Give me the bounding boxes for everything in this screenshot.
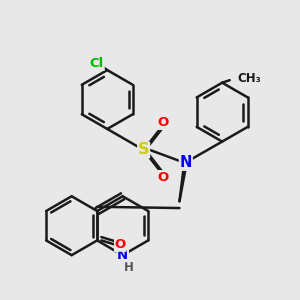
Text: H: H xyxy=(124,261,134,274)
Text: CH₃: CH₃ xyxy=(237,72,261,85)
Text: O: O xyxy=(157,116,168,129)
Text: O: O xyxy=(115,238,126,251)
Text: O: O xyxy=(157,171,168,184)
Text: N: N xyxy=(117,249,128,262)
Text: Cl: Cl xyxy=(90,57,104,70)
Text: O: O xyxy=(157,116,168,129)
Text: N: N xyxy=(117,249,128,262)
Text: Cl: Cl xyxy=(90,57,104,70)
Text: S: S xyxy=(138,142,149,158)
Text: O: O xyxy=(115,238,126,251)
Text: S: S xyxy=(138,142,149,158)
Text: N: N xyxy=(180,155,192,170)
Text: O: O xyxy=(157,171,168,184)
Text: N: N xyxy=(180,155,192,170)
